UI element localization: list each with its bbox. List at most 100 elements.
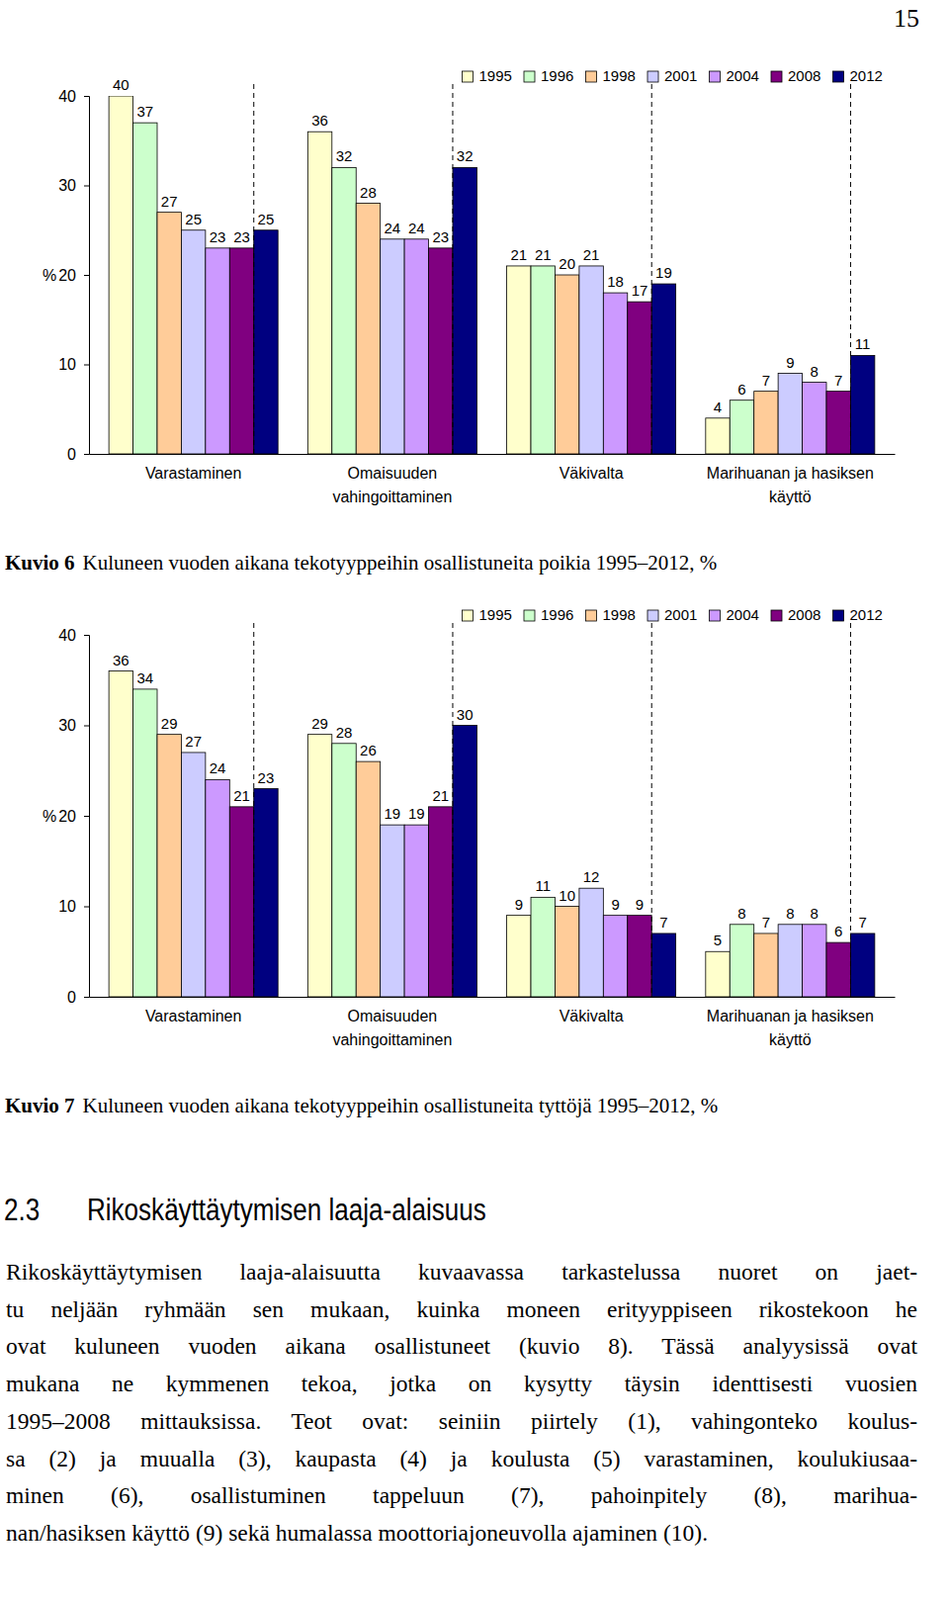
data-label: 29 (161, 714, 178, 732)
page-number: 15 (893, 3, 920, 33)
break-line (850, 622, 852, 997)
legend-label: 1995 (479, 67, 513, 85)
y-tick-mark (84, 364, 89, 366)
x-tick: Väkivalta (559, 453, 624, 482)
y-tick-mark (84, 634, 89, 636)
legend-label: 2012 (850, 605, 883, 623)
data-label: 28 (359, 183, 377, 201)
bar (850, 933, 874, 997)
data-label: 8 (785, 904, 794, 922)
y-tick-label: 40 (58, 87, 77, 105)
bar (802, 382, 827, 454)
legend-swatch (647, 609, 659, 621)
bar (579, 887, 604, 997)
bar (229, 248, 254, 454)
bar (507, 265, 531, 454)
y-tick-mark (84, 725, 89, 727)
paragraph-line: Rikoskäyttäytymisen laaja-alaisuutta kuv… (5, 1258, 918, 1286)
bar (332, 743, 356, 997)
y-tick-mark (84, 274, 89, 276)
y-tick: 30 (58, 716, 89, 734)
data-label: 32 (336, 147, 353, 165)
data-label: 7 (858, 913, 866, 931)
data-label: 12 (583, 867, 601, 885)
x-axis-line (89, 996, 896, 998)
bar (180, 230, 205, 454)
legend-label: 1998 (603, 605, 636, 623)
bar (307, 734, 332, 997)
x-tick-label: Väkivalta (559, 464, 624, 482)
paragraph-line: ovat kuluneen vuoden aikana osallistunee… (5, 1332, 918, 1360)
bar (754, 391, 778, 454)
data-label: 9 (610, 895, 619, 913)
data-label: 7 (659, 913, 668, 931)
legend-label: 2001 (664, 605, 697, 623)
x-tick-label: Omaisuudenvahingoittaminen (332, 1007, 452, 1048)
data-label: 21 (534, 246, 552, 263)
figure-caption: Kuvio 6Kuluneen vuoden aikana tekotyyppe… (4, 550, 717, 575)
bar (332, 167, 356, 454)
bar (254, 230, 278, 454)
data-label: 18 (606, 272, 624, 290)
bar (133, 122, 158, 454)
data-label: 17 (631, 281, 649, 299)
y-tick: 40 (58, 87, 89, 105)
legend-label: 2008 (787, 605, 821, 623)
bar (452, 725, 477, 998)
bar (404, 239, 429, 454)
data-label: 25 (184, 210, 202, 228)
x-tick-label: Väkivalta (559, 1007, 624, 1025)
data-label: 8 (737, 904, 746, 922)
paragraph-line: mukana ne kymmenen tekoa, jotka on kysyt… (5, 1370, 918, 1397)
x-tick: Marihuanan ja hasiksenkäyttö (706, 996, 874, 1048)
legend-label: 2008 (787, 67, 821, 85)
legend-label: 1996 (540, 67, 574, 85)
y-axis-title: % (42, 807, 57, 825)
legend-swatch (833, 609, 845, 621)
y-tick: 20 (58, 266, 89, 284)
data-label: 21 (583, 246, 601, 263)
x-tick-label: Varastaminen (145, 1007, 243, 1025)
bar (627, 301, 652, 454)
y-tick-label: 10 (58, 897, 77, 915)
legend-swatch (647, 71, 659, 83)
x-tick: Varastaminen (145, 996, 243, 1025)
legend-swatch (771, 71, 782, 83)
legend-swatch (523, 609, 535, 621)
data-label: 9 (785, 353, 794, 371)
data-label: 21 (233, 786, 251, 804)
data-label: 36 (112, 651, 130, 669)
data-label: 19 (655, 263, 673, 281)
data-label: 8 (810, 904, 819, 922)
data-label: 6 (834, 922, 843, 940)
legend-swatch (586, 609, 598, 621)
y-tick-mark (84, 453, 89, 455)
bar (205, 248, 230, 454)
data-label: 27 (184, 732, 202, 750)
data-label: 24 (408, 219, 426, 237)
data-label: 8 (810, 362, 819, 380)
y-tick-label: 20 (58, 807, 77, 825)
chart: 4036214373221627282072524219232418823231… (42, 67, 896, 506)
data-label: 10 (558, 886, 576, 904)
y-tick: 30 (58, 176, 89, 194)
data-label: 23 (209, 228, 227, 246)
data-label: 23 (258, 769, 275, 786)
data-label: 32 (456, 147, 474, 165)
y-tick-mark (84, 996, 89, 998)
y-tick: 10 (58, 897, 89, 915)
y-tick-mark (84, 906, 89, 908)
bar (108, 95, 133, 454)
x-tick-label: Marihuanan ja hasiksenkäyttö (706, 1007, 874, 1048)
bar (802, 924, 827, 997)
page: 1540362143732216272820725242192324188232… (0, 0, 949, 1600)
bar (754, 933, 778, 997)
paragraph-line: nan/hasiksen käyttö (9) sekä humalassa m… (5, 1519, 918, 1547)
bar (729, 400, 754, 454)
bar (452, 167, 477, 454)
bar (404, 824, 429, 997)
y-tick-mark (84, 185, 89, 187)
bar (380, 239, 405, 454)
bar (603, 915, 627, 997)
y-tick-label: 30 (58, 176, 77, 194)
